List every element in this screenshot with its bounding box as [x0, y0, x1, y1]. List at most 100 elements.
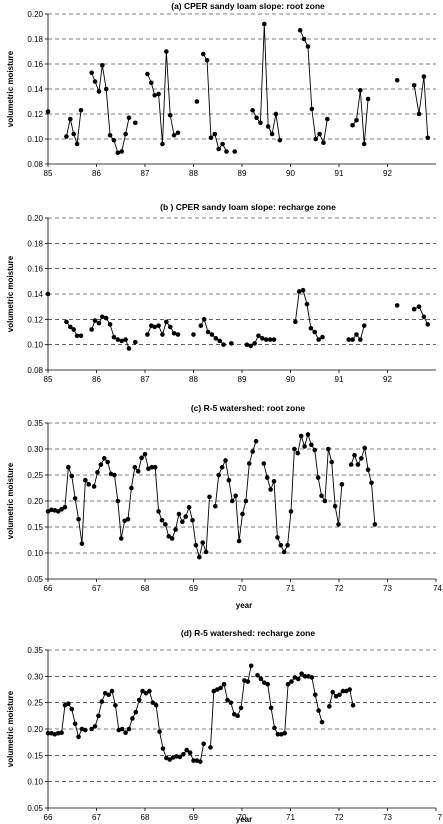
data-point: [230, 498, 235, 504]
data-point: [126, 115, 132, 121]
data-point: [339, 482, 345, 487]
data-point: [139, 455, 144, 461]
data-point: [229, 341, 234, 346]
series-line-segment: [294, 289, 323, 341]
data-point: [213, 336, 219, 341]
data-point: [416, 304, 422, 309]
data-point: [269, 131, 275, 137]
data-point: [111, 137, 117, 143]
data-point: [45, 730, 51, 736]
data-point: [59, 730, 64, 735]
data-point: [135, 469, 141, 474]
data-point: [271, 478, 277, 484]
series-line-segment: [47, 467, 90, 544]
data-point: [425, 135, 431, 141]
y-tick-label: 0.10: [27, 778, 43, 787]
data-point: [64, 134, 69, 139]
data-point: [352, 452, 357, 458]
data-point: [275, 731, 281, 737]
data-point: [316, 708, 321, 713]
data-point: [145, 71, 150, 77]
data-point: [149, 80, 154, 86]
data-point: [275, 535, 280, 540]
data-point: [244, 342, 250, 347]
x-tick-label: 69: [189, 584, 198, 593]
data-point: [99, 699, 105, 704]
data-point: [115, 337, 121, 342]
data-point: [263, 337, 269, 342]
data-point: [223, 458, 228, 463]
chart-panel-2: (c) R-5 watershed: root zone 0.05 0.10 0.15…: [6, 403, 443, 610]
chart-panel-3: (d) R-5 watershed: recharge zone 0.05 0.10…: [6, 628, 443, 824]
data-point: [132, 464, 138, 470]
data-point: [152, 464, 158, 470]
chart-panel-1: (b ) CPER sandy loam slope: recharge zon…: [6, 202, 436, 384]
data-point: [107, 322, 113, 327]
data-point: [329, 459, 335, 465]
x-tick-label: 72: [335, 584, 344, 593]
data-point: [278, 542, 284, 548]
y-axis-label: volumetric moisture: [6, 50, 15, 127]
data-point: [152, 92, 157, 98]
data-point: [348, 462, 354, 467]
data-point: [299, 671, 304, 676]
x-tick-label: 92: [383, 169, 392, 178]
data-point: [208, 135, 214, 141]
data-point: [126, 346, 132, 351]
data-point: [163, 522, 168, 527]
y-tick-label: 0.30: [27, 445, 43, 454]
data-point: [355, 462, 361, 467]
y-tick-label: 0.08: [27, 366, 43, 375]
x-tick-label: 67: [92, 584, 101, 593]
series-line-segment: [263, 432, 343, 553]
data-point: [200, 540, 206, 545]
data-point: [238, 705, 244, 711]
series-line-segment: [352, 90, 369, 145]
data-point: [330, 689, 336, 695]
x-tick-label: 7: [438, 813, 443, 822]
data-point: [66, 464, 71, 470]
data-point: [133, 120, 138, 126]
data-point: [164, 319, 169, 325]
x-tick-label: 71: [286, 813, 295, 822]
data-point: [142, 451, 148, 457]
data-point: [296, 289, 302, 294]
data-point: [89, 726, 94, 732]
data-point: [118, 536, 124, 541]
data-point: [201, 317, 207, 322]
data-point: [78, 333, 84, 339]
chart-title: (c) R-5 watershed: root zone: [191, 403, 306, 413]
data-point: [129, 485, 134, 491]
data-point: [149, 464, 155, 470]
data-point: [106, 692, 111, 698]
data-point: [347, 687, 352, 692]
x-tick-label: 90: [286, 375, 295, 384]
data-point: [252, 341, 257, 346]
data-point: [350, 337, 355, 342]
x-tick-label: 67: [92, 813, 101, 822]
data-point: [112, 472, 117, 478]
data-point: [309, 675, 315, 680]
series-line-segment: [202, 53, 227, 152]
data-point: [421, 74, 427, 79]
data-point: [319, 719, 325, 725]
data-point: [126, 726, 132, 732]
data-point: [68, 116, 73, 122]
x-tick-label: 87: [141, 169, 150, 178]
x-tick-label: 85: [44, 375, 53, 384]
y-axis-label: volumetric moisture: [6, 255, 15, 332]
data-point: [302, 674, 308, 679]
data-point: [180, 519, 185, 525]
x-tick-label: 69: [189, 813, 198, 822]
y-tick-label: 0.10: [27, 135, 43, 144]
data-point: [268, 487, 273, 492]
data-point: [216, 146, 222, 152]
data-point: [103, 86, 109, 92]
data-point: [293, 319, 298, 325]
data-point: [169, 536, 175, 541]
y-tick-label: 0.25: [27, 699, 43, 708]
data-point: [209, 332, 215, 337]
data-point: [361, 323, 367, 328]
series-line-segment: [252, 23, 281, 141]
